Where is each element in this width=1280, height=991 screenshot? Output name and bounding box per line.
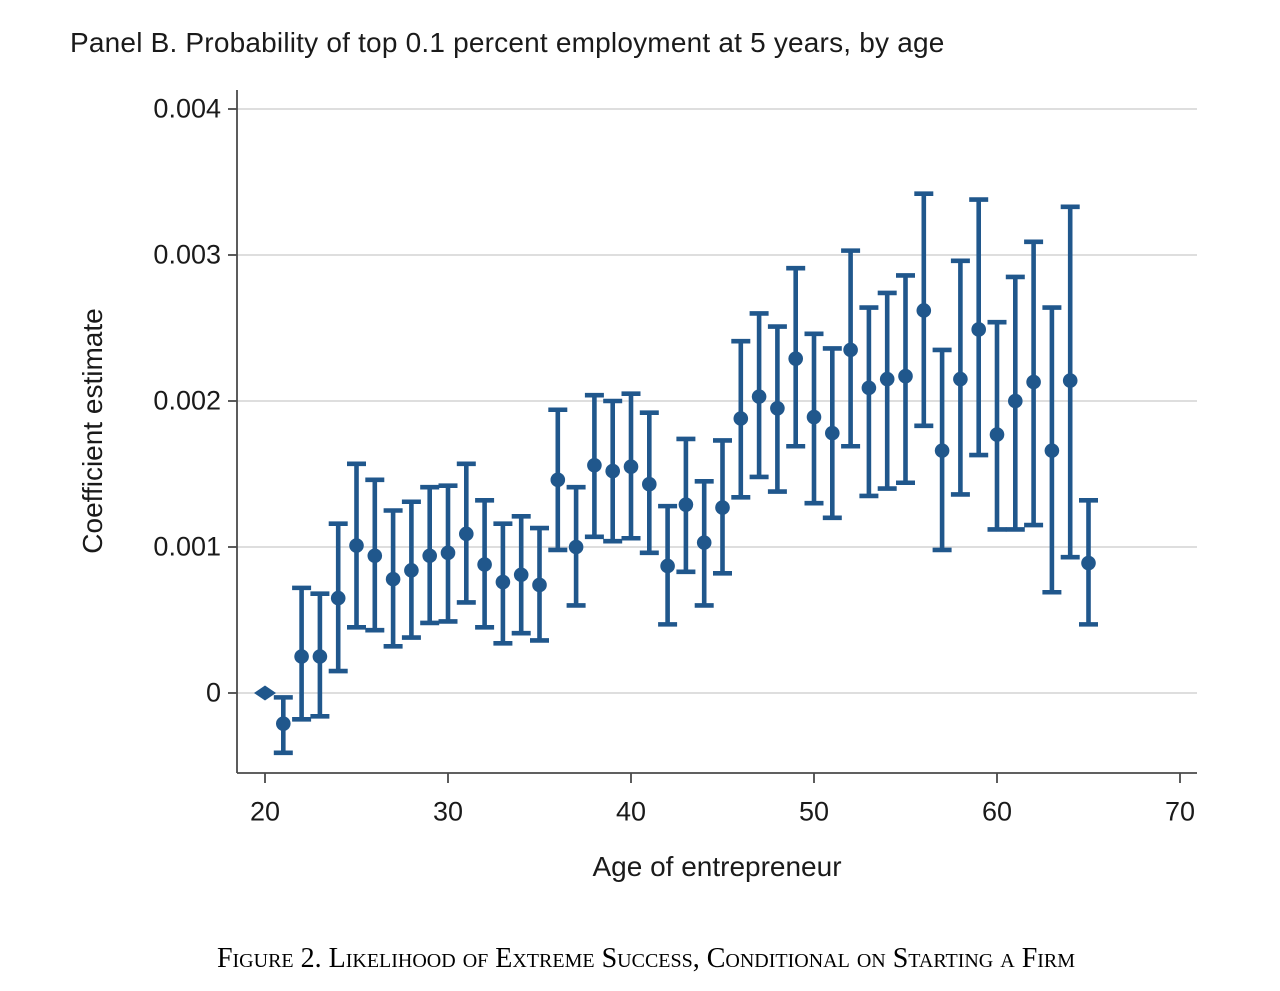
point-marker — [568, 539, 584, 555]
point-marker — [971, 322, 986, 337]
x-tick-label: 70 — [1164, 796, 1196, 827]
point-marker — [825, 425, 840, 441]
point-marker — [733, 411, 749, 426]
y-tick-label: 0 — [205, 677, 221, 708]
point-marker — [477, 557, 492, 572]
x-tick-label: 60 — [981, 796, 1013, 827]
panel-title: Panel B. Probability of top 0.1 percent … — [70, 27, 945, 58]
point-marker — [843, 342, 858, 358]
point-marker — [623, 459, 639, 475]
point-marker — [495, 574, 511, 590]
x-tick-label: 50 — [798, 796, 830, 827]
point-marker — [788, 351, 803, 366]
point-marker — [1062, 373, 1078, 388]
point-marker — [513, 567, 529, 583]
point-marker — [404, 563, 419, 578]
point-marker — [715, 500, 730, 515]
point-marker — [770, 401, 785, 416]
point-marker — [678, 497, 694, 512]
point-marker — [696, 535, 712, 550]
point-marker — [1026, 374, 1041, 390]
figure-caption: Figure 2. Likelihood of Extreme Success,… — [216, 943, 1076, 974]
y-axis-title: Coefficient estimate — [77, 308, 108, 554]
point-marker — [385, 571, 401, 587]
y-tick-label: 0.004 — [153, 93, 221, 124]
y-tick-label: 0.002 — [153, 385, 221, 416]
point-marker — [532, 577, 547, 593]
point-marker — [1044, 443, 1060, 458]
x-tick-label: 30 — [432, 796, 464, 827]
point-marker — [1008, 393, 1023, 409]
point-marker — [751, 389, 767, 404]
point-marker — [312, 649, 328, 664]
point-marker — [330, 590, 346, 606]
point-marker — [660, 558, 675, 574]
point-marker — [989, 427, 1005, 442]
point-marker — [276, 716, 291, 731]
point-marker — [934, 443, 950, 458]
point-marker — [605, 463, 620, 479]
point-marker — [806, 409, 822, 425]
point-marker — [294, 649, 309, 664]
point-marker — [550, 472, 566, 488]
x-tick-label: 40 — [615, 796, 647, 827]
point-marker — [642, 476, 657, 492]
reference-diamond-marker — [254, 685, 276, 701]
point-marker — [916, 303, 932, 318]
point-marker — [953, 371, 968, 387]
point-marker — [861, 380, 877, 396]
point-marker — [879, 371, 895, 387]
point-marker — [367, 548, 383, 564]
x-axis-title: Age of entrepreneur — [592, 851, 842, 882]
point-marker — [349, 538, 364, 553]
y-tick-label: 0.001 — [153, 531, 221, 562]
point-marker — [587, 457, 602, 473]
point-marker — [459, 526, 474, 542]
point-marker — [422, 548, 438, 564]
y-tick-label: 0.003 — [153, 239, 221, 270]
point-marker — [898, 368, 913, 384]
point-marker — [440, 545, 456, 561]
x-tick-label: 20 — [249, 796, 281, 827]
point-marker — [1081, 555, 1096, 571]
